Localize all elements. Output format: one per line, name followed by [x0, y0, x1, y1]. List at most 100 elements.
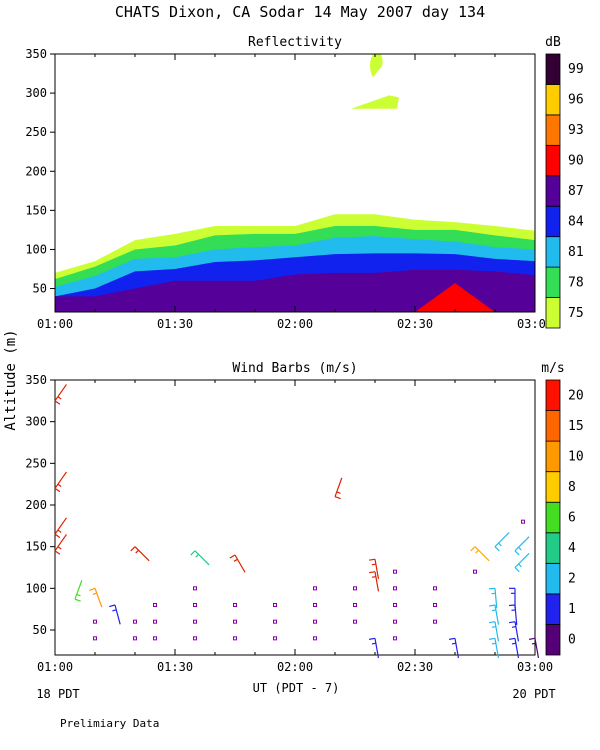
calm-marker [313, 603, 317, 607]
wind-barb-shaft [494, 532, 510, 548]
colorbar-label: 81 [568, 245, 584, 260]
wind-barb-shaft [454, 638, 460, 659]
wind-barb-flag [491, 625, 496, 628]
reflectivity-patch [351, 95, 399, 109]
footer-start-label: 18 PDT [36, 687, 79, 701]
x-tick-label: 01:30 [157, 317, 193, 331]
calm-marker [313, 586, 317, 591]
wind-barb-shaft [334, 477, 343, 497]
colorbar-swatch [545, 236, 561, 268]
reflectivity-plot-area [55, 54, 535, 312]
calm-marker [133, 619, 137, 624]
wind-barb-shaft [114, 604, 121, 625]
wind-barb-shaft [234, 554, 246, 573]
wind-barbs-y-axis: 50 100 150 200 250 300 350 [25, 373, 55, 637]
wind-barb [89, 587, 103, 608]
wind-barbs-plot-area [54, 384, 540, 659]
calm-marker [433, 619, 437, 624]
wind-barb-flag [57, 396, 62, 400]
wind-barb-flag [518, 563, 522, 568]
calm-marker [353, 586, 357, 591]
wind-barb-shaft [474, 546, 490, 562]
colorbar-label: 15 [568, 419, 584, 434]
wind-barb [368, 571, 380, 592]
wind-barb [229, 554, 246, 573]
wind-barb-flag [112, 609, 117, 612]
calm-marker [153, 603, 157, 607]
y-tick-label: 300 [25, 415, 47, 429]
wind-barb-flag [508, 621, 516, 624]
wind-barb-shaft [514, 552, 530, 568]
calm-marker [233, 619, 237, 624]
wind-barb-flag [494, 546, 500, 552]
wind-barb [190, 550, 210, 566]
y-tick-label: 350 [25, 373, 47, 387]
calm-marker [273, 619, 277, 624]
calm-marker [233, 636, 237, 641]
wind-barb-flag [448, 637, 456, 640]
colorbar-label: 4 [568, 541, 576, 556]
wind-barb-flag [531, 642, 536, 645]
wind-barb [508, 637, 520, 659]
y-tick-label: 250 [25, 125, 47, 139]
wind-barb-flag [130, 546, 136, 552]
wind-barb [368, 558, 380, 579]
wind-barb-flag [514, 550, 520, 556]
calm-marker [473, 569, 477, 574]
wind-barb [488, 637, 500, 659]
wind-barb-flag [135, 549, 139, 554]
y-tick-label: 100 [25, 581, 47, 595]
wind-barb-flag [371, 642, 376, 645]
wind-barb-flag [491, 609, 496, 612]
colorbar-label: 8 [568, 480, 576, 495]
y-tick-label: 50 [33, 282, 47, 296]
colorbar-swatch [545, 114, 561, 146]
reflectivity-layer [55, 269, 535, 312]
calm-marker [353, 619, 357, 624]
colorbar-swatch [545, 501, 561, 534]
wind-barb-flag [511, 642, 516, 645]
colorbar-swatch [545, 593, 561, 625]
wind-barb [494, 532, 510, 552]
calm-marker [133, 636, 137, 641]
colorbar-label: 1 [568, 602, 576, 617]
y-tick-label: 100 [25, 242, 47, 256]
reflectivity-colorbar-unit: dB [545, 35, 561, 50]
wind-barbs-frame [54, 379, 536, 656]
x-tick-label: 01:00 [37, 660, 73, 674]
y-tick-label: 200 [25, 498, 47, 512]
colorbar-swatch [545, 84, 561, 116]
reflectivity-patch [370, 54, 383, 78]
wind-barb-shaft [74, 580, 83, 600]
wind-barb-shaft [534, 638, 540, 659]
colorbar-swatch [545, 205, 561, 238]
wind-barb-flag [451, 642, 456, 645]
colorbar-swatch [545, 175, 561, 207]
reflectivity-x-axis: 01:00 01:30 02:00 02:30 03:00 [37, 54, 553, 331]
y-tick-label: 50 [33, 623, 47, 637]
wind-barb-flag [229, 554, 236, 559]
wind-barb-flag [54, 400, 61, 405]
wind-barb [508, 621, 520, 642]
y-tick-label: 200 [25, 164, 47, 178]
wind-barb-flag [491, 642, 496, 645]
wind-barb [54, 517, 67, 539]
wind-barb [514, 536, 530, 556]
wind-barb-shaft [514, 604, 518, 625]
wind-barb [74, 580, 83, 602]
wind-barb-flag [508, 637, 516, 640]
calm-marker [393, 569, 397, 574]
wind-barb [130, 546, 150, 562]
wind-barb [488, 587, 498, 609]
x-tick-label: 03:00 [517, 660, 553, 674]
colorbar-swatch [545, 379, 561, 411]
x-tick-label: 01:00 [37, 317, 73, 331]
colorbar-label: 6 [568, 511, 576, 526]
colorbar-label: 84 [568, 214, 584, 229]
calm-marker [433, 586, 437, 591]
wind-barb-shaft [514, 536, 530, 552]
colorbar-swatch [545, 144, 561, 177]
footer-end-label: 20 PDT [512, 687, 555, 701]
colorbar-label: 93 [568, 123, 584, 138]
calm-marker [393, 586, 397, 591]
